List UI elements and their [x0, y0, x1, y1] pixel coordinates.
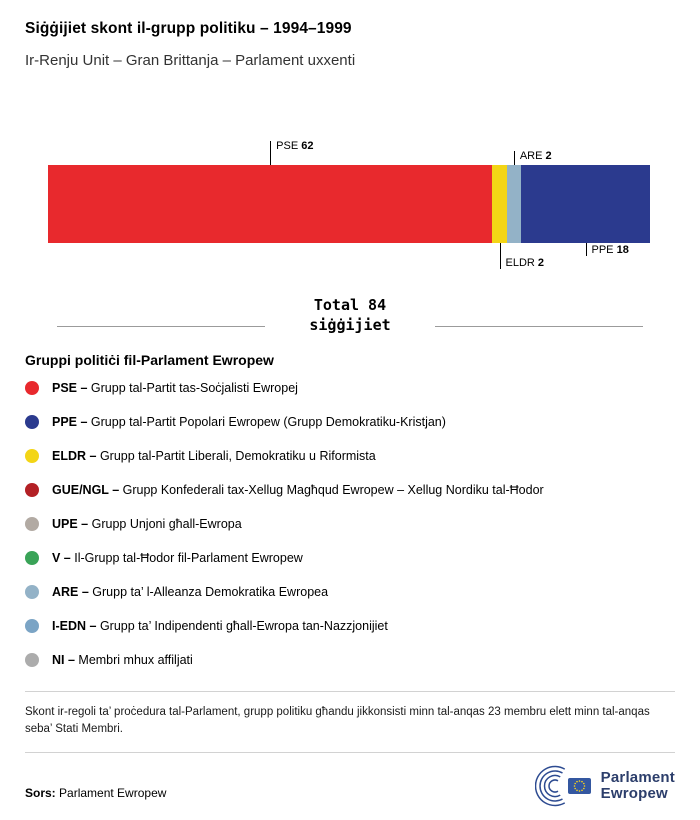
legend-label: ELDR – Grupp tal-Partit Liberali, Demokr… [52, 448, 376, 463]
legend-color-dot [25, 584, 39, 599]
separator-line-bottom [25, 752, 675, 754]
legend-color-dot [25, 380, 39, 395]
bar-segment-ppe [520, 165, 650, 243]
legend-color-dot [25, 516, 39, 531]
annotation-label: PSE 62 [276, 140, 314, 152]
ep-logo-text: Parlament Ewropew [600, 768, 675, 803]
legend: PSE – Grupp tal-Partit tas-Soċjalisti Ew… [25, 380, 675, 667]
footnote: Skont ir-regoli ta’ proċedura tal-Parlam… [25, 705, 650, 736]
annotation-ppe: PPE 18 [585, 243, 629, 256]
annotation-eldr: ELDR 2 [499, 243, 545, 269]
annotation-label: PPE 18 [591, 244, 629, 256]
annotation-are: ARE 2 [513, 150, 552, 165]
legend-item-ppe: PPE – Grupp tal-Partit Popolari Ewropew … [25, 414, 675, 429]
legend-color-dot [25, 448, 39, 463]
legend-label: I-EDN – Grupp ta’ Indipendenti għall-Ewr… [52, 618, 388, 633]
legend-color-dot [25, 550, 39, 565]
source-value: Parlament Ewropew [59, 786, 167, 801]
legend-item-i-edn: I-EDN – Grupp ta’ Indipendenti għall-Ewr… [25, 618, 675, 633]
legend-item-gue-ngl: GUE/NGL – Grupp Konfederali tax-Xellug M… [25, 482, 675, 497]
legend-label: V – Il-Grupp tal-Ħodor fil-Parlament Ewr… [52, 550, 303, 565]
total-divider: Total 84 siġġijiet [25, 295, 675, 336]
divider-line-right [434, 325, 643, 327]
legend-title: Gruppi politiċi fil-Parlament Ewropew [25, 351, 274, 368]
legend-item-pse: PSE – Grupp tal-Partit tas-Soċjalisti Ew… [25, 380, 675, 395]
annotation-label: ARE 2 [519, 150, 552, 162]
legend-color-dot [25, 482, 39, 497]
divider-line-left [57, 325, 266, 327]
total-seats-line2: siġġijiet [309, 316, 391, 335]
legend-item-eldr: ELDR – Grupp tal-Partit Liberali, Demokr… [25, 448, 675, 463]
ep-logo-line2: Ewropew [600, 785, 668, 803]
page-subtitle: Ir-Renju Unit – Gran Brittanja – Parlame… [25, 52, 356, 69]
source-label: Sors: [25, 786, 56, 801]
annotation-pse: PSE 62 [270, 141, 313, 165]
source: Sors: Parlament Ewropew [25, 786, 166, 800]
eu-flag-stars [573, 780, 585, 792]
legend-label: PPE – Grupp tal-Partit Popolari Ewropew … [52, 414, 446, 429]
legend-label: NI – Membri mhux affiljati [52, 652, 193, 667]
seats-stacked-bar-chart: PSE 62 ELDR 2 ARE 2 PPE 18 [25, 141, 675, 269]
legend-item-upe: UPE – Grupp Unjoni għall-Ewropa [25, 516, 675, 531]
legend-item-are: ARE – Grupp ta’ l-Alleanza Demokratika E… [25, 584, 675, 599]
total-seats: Total 84 siġġijiet [265, 295, 434, 336]
legend-label: UPE – Grupp Unjoni għall-Ewropa [52, 516, 242, 531]
legend-color-dot [25, 414, 39, 429]
bar-segment-pse [48, 165, 493, 243]
legend-color-dot [25, 618, 39, 633]
ep-logo: Parlament Ewropew [534, 765, 675, 807]
footer: Sors: Parlament Ewropew [25, 765, 675, 807]
ep-logo-line1: Parlament [600, 768, 675, 786]
bar-segment-eldr [492, 165, 507, 243]
bar-segment-are [506, 165, 521, 243]
legend-item-v: V – Il-Grupp tal-Ħodor fil-Parlament Ewr… [25, 550, 675, 565]
page-title: Siġġijiet skont il-grupp politiku – 1994… [25, 20, 352, 37]
legend-label: PSE – Grupp tal-Partit tas-Soċjalisti Ew… [52, 380, 298, 395]
legend-item-ni: NI – Membri mhux affiljati [25, 652, 675, 667]
legend-label: ARE – Grupp ta’ l-Alleanza Demokratika E… [52, 584, 329, 599]
legend-color-dot [25, 652, 39, 667]
stacked-bar [48, 165, 650, 243]
ep-hemicycle-icon [534, 765, 591, 807]
legend-label: GUE/NGL – Grupp Konfederali tax-Xellug M… [52, 482, 544, 497]
total-seats-line1: Total 84 [313, 296, 387, 314]
annotation-label: ELDR 2 [505, 257, 545, 269]
eu-flag [567, 778, 591, 795]
separator-line-top [25, 690, 675, 692]
